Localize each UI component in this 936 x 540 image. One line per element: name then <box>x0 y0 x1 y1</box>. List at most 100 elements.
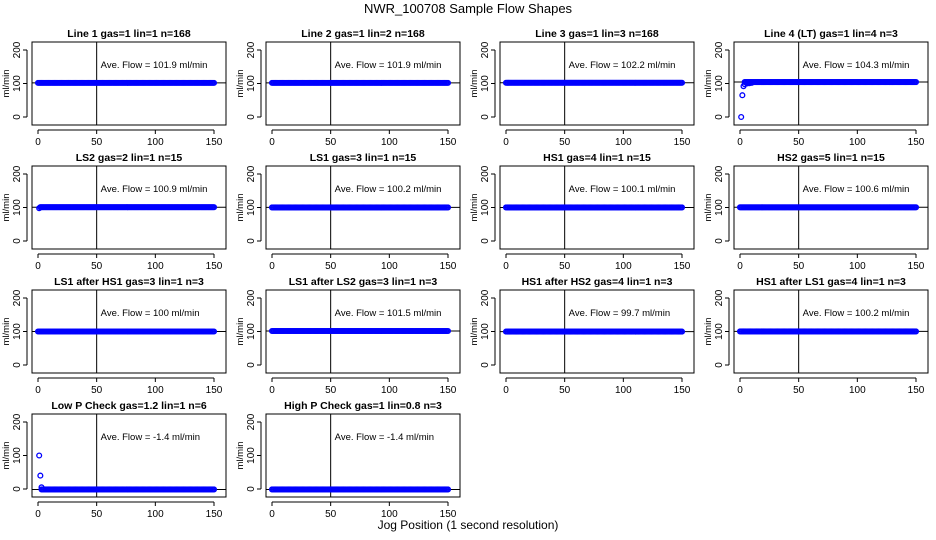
x-tick-label: 0 <box>503 261 509 272</box>
average-flow-annotation: Ave. Flow = 100.6 ml/min <box>803 184 910 195</box>
data-point <box>738 113 745 121</box>
panel-7: HS1 gas=4 lin=1 n=15 0 100 200 ml/min 0 50 100 1… <box>469 152 695 272</box>
data-series <box>736 328 920 335</box>
y-tick-label: 0 <box>12 486 23 492</box>
data-point <box>912 204 920 211</box>
plot-box <box>265 289 461 374</box>
x-tick-label: 0 <box>737 261 743 272</box>
y-tick-label: 200 <box>12 289 23 306</box>
x-tick-label: 100 <box>615 137 632 148</box>
x-tick-label: 100 <box>147 137 164 148</box>
y-tick-label: 100 <box>12 323 23 340</box>
x-tick-label: 150 <box>206 385 223 396</box>
x-tick-label: 100 <box>381 137 398 148</box>
panel-2: Line 2 gas=1 lin=2 n=168 0 100 200 ml/min 0 50… <box>235 28 461 148</box>
x-tick-label: 50 <box>559 137 571 148</box>
average-flow-annotation: Ave. Flow = -1.4 ml/min <box>335 432 434 443</box>
x-tick-label: 0 <box>503 385 509 396</box>
x-tick-label: 100 <box>849 137 866 148</box>
y-tick-label: 0 <box>246 486 257 492</box>
x-tick-label: 150 <box>908 261 925 272</box>
data-point <box>210 328 218 335</box>
y-tick-label: 100 <box>246 75 257 92</box>
panel-4: Line 4 (LT) gas=1 lin=4 n=3 0 100 200 ml/min… <box>703 28 929 148</box>
y-tick-label: 200 <box>246 289 257 306</box>
x-tick-label: 50 <box>91 137 103 148</box>
panel-title: Low P Check gas=1.2 lin=1 n=6 <box>51 400 206 412</box>
x-tick-label: 50 <box>559 385 571 396</box>
x-tick-label: 50 <box>91 509 103 520</box>
data-point <box>444 204 452 211</box>
x-tick-label: 100 <box>147 385 164 396</box>
plot-box <box>733 41 929 126</box>
x-tick-label: 150 <box>908 385 925 396</box>
y-axis-label: ml/min <box>703 318 714 346</box>
x-tick-label: 100 <box>849 385 866 396</box>
x-tick-label: 50 <box>91 261 103 272</box>
x-tick-label: 0 <box>269 385 275 396</box>
y-tick-label: 200 <box>480 41 491 58</box>
y-tick-label: 200 <box>714 165 725 182</box>
x-tick-label: 0 <box>269 261 275 272</box>
x-tick-label: 50 <box>793 261 805 272</box>
average-flow-annotation: Ave. Flow = 101.9 ml/min <box>335 60 442 71</box>
average-flow-annotation: Ave. Flow = -1.4 ml/min <box>101 432 200 443</box>
plot-box <box>31 41 227 126</box>
y-axis-label: ml/min <box>703 194 714 222</box>
panel-9: LS1 after HS1 gas=3 lin=1 n=3 0 100 200 ml/m… <box>1 276 227 396</box>
panel-13: Low P Check gas=1.2 lin=1 n=6 0 100 200 ml/m… <box>1 400 227 520</box>
y-tick-label: 0 <box>714 114 725 120</box>
x-tick-label: 0 <box>269 137 275 148</box>
x-tick-label: 150 <box>674 137 691 148</box>
y-tick-label: 0 <box>714 362 725 368</box>
x-tick-label: 50 <box>793 137 805 148</box>
data-point <box>739 92 746 99</box>
data-series <box>502 204 686 211</box>
x-tick-label: 100 <box>147 261 164 272</box>
x-tick-label: 150 <box>440 261 457 272</box>
data-point <box>444 486 452 493</box>
average-flow-annotation: Ave. Flow = 101.5 ml/min <box>335 308 442 319</box>
average-flow-annotation: Ave. Flow = 100.1 ml/min <box>569 184 676 195</box>
y-tick-label: 100 <box>714 75 725 92</box>
data-point <box>37 472 44 479</box>
data-point <box>36 452 43 459</box>
data-point <box>678 79 686 86</box>
average-flow-annotation: Ave. Flow = 100.2 ml/min <box>335 184 442 195</box>
data-series <box>502 328 686 335</box>
y-axis-label: ml/min <box>235 318 246 346</box>
y-tick-label: 100 <box>480 323 491 340</box>
y-tick-label: 200 <box>12 413 23 430</box>
y-tick-label: 0 <box>480 362 491 368</box>
y-tick-label: 200 <box>246 41 257 58</box>
panel-title: High P Check gas=1 lin=0.8 n=3 <box>284 400 442 412</box>
y-tick-label: 0 <box>480 238 491 244</box>
y-tick-label: 0 <box>246 238 257 244</box>
x-tick-label: 0 <box>35 385 41 396</box>
average-flow-annotation: Ave. Flow = 101.9 ml/min <box>101 60 208 71</box>
data-point <box>678 204 686 211</box>
y-tick-label: 200 <box>480 165 491 182</box>
x-tick-label: 100 <box>381 509 398 520</box>
x-tick-label: 100 <box>147 509 164 520</box>
y-axis-label: ml/min <box>1 318 12 346</box>
data-series <box>34 79 218 86</box>
x-tick-label: 0 <box>269 509 275 520</box>
x-tick-label: 150 <box>206 509 223 520</box>
average-flow-annotation: Ave. Flow = 102.2 ml/min <box>569 60 676 71</box>
panel-title: Line 1 gas=1 lin=1 n=168 <box>67 28 191 40</box>
panel-14: High P Check gas=1 lin=0.8 n=3 0 100 200 ml/… <box>235 400 461 520</box>
y-tick-label: 100 <box>12 447 23 464</box>
data-series <box>268 204 452 211</box>
x-tick-label: 150 <box>206 137 223 148</box>
panel-title: LS2 gas=2 lin=1 n=15 <box>76 152 183 164</box>
data-point <box>444 79 452 86</box>
figure-title: NWR_100708 Sample Flow Shapes <box>363 1 573 16</box>
x-tick-label: 0 <box>35 261 41 272</box>
y-axis-label: ml/min <box>469 194 480 222</box>
plot-box <box>265 41 461 126</box>
data-series <box>736 204 920 211</box>
data-point <box>678 328 686 335</box>
y-tick-label: 100 <box>480 75 491 92</box>
y-axis-label: ml/min <box>1 442 12 470</box>
